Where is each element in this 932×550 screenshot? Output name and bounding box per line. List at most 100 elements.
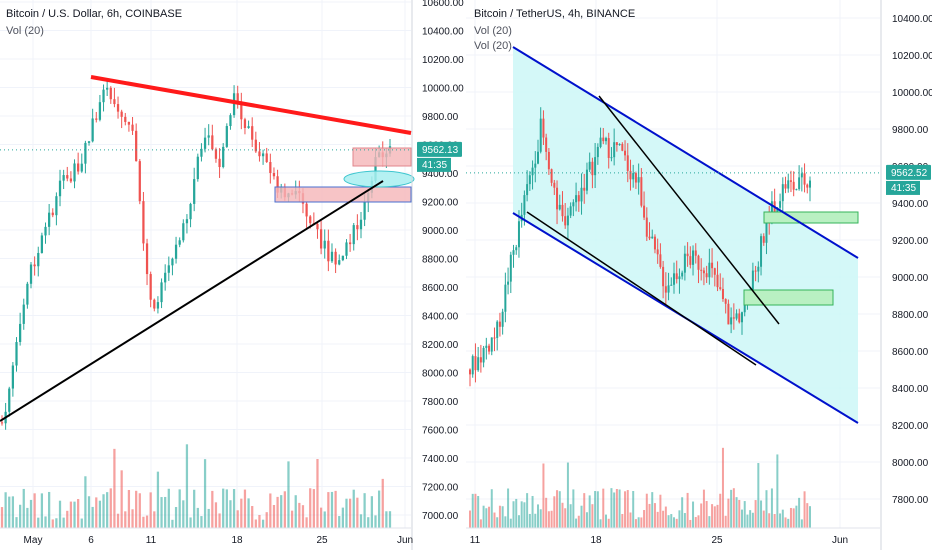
candle[interactable] xyxy=(711,262,714,269)
plot-background[interactable] xyxy=(0,0,411,528)
candle[interactable] xyxy=(781,184,784,202)
candle[interactable] xyxy=(29,264,33,284)
candle[interactable] xyxy=(708,262,711,278)
candle[interactable] xyxy=(323,240,326,249)
candle[interactable] xyxy=(265,153,268,163)
candle[interactable] xyxy=(44,226,47,236)
support-trendline[interactable] xyxy=(0,180,384,422)
candle[interactable] xyxy=(537,151,539,164)
candle[interactable] xyxy=(243,119,247,129)
candle[interactable] xyxy=(670,284,673,286)
candle[interactable] xyxy=(634,173,637,183)
pane-binance[interactable]: 10400.0010200.0010000.009800.009600.0094… xyxy=(466,0,932,550)
candle[interactable] xyxy=(160,282,163,303)
candle[interactable] xyxy=(637,177,640,183)
candle[interactable] xyxy=(77,163,80,172)
candle[interactable] xyxy=(131,124,134,131)
candle[interactable] xyxy=(648,236,651,239)
candle[interactable] xyxy=(225,126,228,147)
candle[interactable] xyxy=(22,304,25,324)
candle[interactable] xyxy=(200,148,203,157)
candle[interactable] xyxy=(189,203,192,220)
pane-coinbase[interactable]: 10600.00 10400.00 10200.00 10000.00 9800.00 9… xyxy=(0,0,464,550)
candle[interactable] xyxy=(247,126,250,129)
candle[interactable] xyxy=(792,181,795,190)
candle[interactable] xyxy=(203,137,207,149)
candle[interactable] xyxy=(656,249,659,255)
candle[interactable] xyxy=(471,356,474,375)
candle[interactable] xyxy=(229,115,232,127)
candle[interactable] xyxy=(135,130,138,162)
candle[interactable] xyxy=(512,250,515,255)
resistance-zone[interactable] xyxy=(352,147,412,167)
candle[interactable] xyxy=(477,357,480,371)
candle[interactable] xyxy=(683,253,686,273)
candle[interactable] xyxy=(564,216,567,226)
candle[interactable] xyxy=(8,388,11,412)
candle[interactable] xyxy=(607,138,610,158)
candle[interactable] xyxy=(727,303,730,325)
candle[interactable] xyxy=(705,273,708,278)
candle[interactable] xyxy=(496,321,499,338)
candle[interactable] xyxy=(482,347,485,363)
candle[interactable] xyxy=(109,87,112,100)
candle[interactable] xyxy=(602,137,605,142)
candle[interactable] xyxy=(232,93,236,116)
candle[interactable] xyxy=(662,266,665,287)
candle[interactable] xyxy=(37,252,40,267)
candle[interactable] xyxy=(222,146,225,168)
candle[interactable] xyxy=(207,135,210,138)
support-zone[interactable] xyxy=(274,186,412,203)
candle[interactable] xyxy=(356,225,359,230)
candle[interactable] xyxy=(575,195,578,203)
candle[interactable] xyxy=(309,216,312,224)
candle[interactable] xyxy=(485,345,488,348)
candle[interactable] xyxy=(615,142,618,146)
candle[interactable] xyxy=(681,272,684,277)
candle[interactable] xyxy=(84,142,87,164)
candle[interactable] xyxy=(523,195,526,215)
candle[interactable] xyxy=(120,111,123,117)
candle[interactable] xyxy=(664,286,667,293)
candle[interactable] xyxy=(269,162,272,174)
candle[interactable] xyxy=(167,265,170,273)
candle[interactable] xyxy=(721,288,724,300)
candle[interactable] xyxy=(667,285,670,293)
candle[interactable] xyxy=(348,242,352,245)
candle[interactable] xyxy=(798,177,801,190)
candle[interactable] xyxy=(572,202,575,207)
candle[interactable] xyxy=(784,184,787,189)
candle[interactable] xyxy=(327,240,330,262)
candle[interactable] xyxy=(659,254,662,267)
candle[interactable] xyxy=(142,201,145,244)
candle[interactable] xyxy=(102,89,105,103)
candle[interactable] xyxy=(760,236,763,267)
candle[interactable] xyxy=(787,180,790,189)
candle[interactable] xyxy=(730,317,733,325)
candle[interactable] xyxy=(645,217,648,237)
candle[interactable] xyxy=(732,317,735,319)
candle[interactable] xyxy=(515,247,518,251)
candle[interactable] xyxy=(214,149,218,159)
demand-zone-lower[interactable] xyxy=(743,289,834,306)
candle[interactable] xyxy=(743,305,746,313)
candle[interactable] xyxy=(613,142,616,158)
candle[interactable] xyxy=(106,87,109,90)
candle[interactable] xyxy=(686,253,689,257)
candle[interactable] xyxy=(806,184,809,188)
candle[interactable] xyxy=(251,126,254,140)
candle[interactable] xyxy=(713,268,716,275)
candle[interactable] xyxy=(182,223,185,241)
candle[interactable] xyxy=(276,176,279,193)
candle[interactable] xyxy=(87,141,91,143)
falling-trendline[interactable] xyxy=(598,95,780,325)
candle[interactable] xyxy=(754,270,757,272)
candle[interactable] xyxy=(556,187,559,210)
candle[interactable] xyxy=(569,206,572,216)
candle[interactable] xyxy=(594,157,597,176)
candle[interactable] xyxy=(678,276,681,280)
candle[interactable] xyxy=(561,204,564,217)
candle[interactable] xyxy=(534,163,537,168)
candle[interactable] xyxy=(196,156,199,180)
candle[interactable] xyxy=(319,229,323,249)
